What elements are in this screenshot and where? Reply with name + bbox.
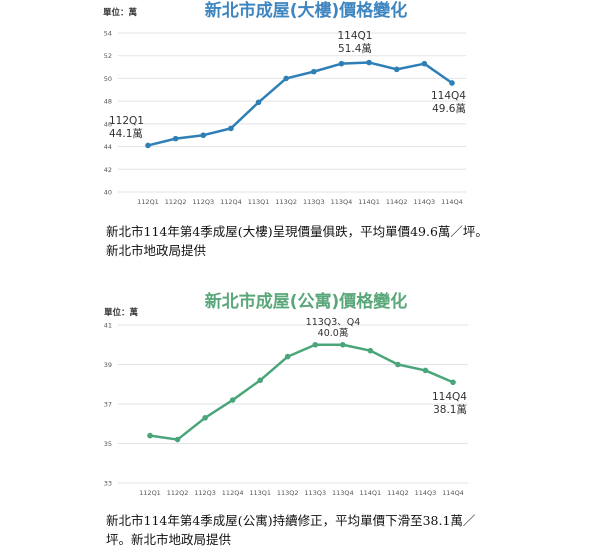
data-point [174,436,181,443]
series-line [149,343,454,441]
y-tick-label: 40 [104,189,112,197]
x-tick-label: 114Q4 [441,198,463,206]
annotation-value: 40.0萬 [318,327,349,339]
series-line [147,61,453,147]
data-point [172,135,179,142]
x-tick-label: 112Q4 [222,489,244,497]
annotation-label: 112Q1 [109,115,144,127]
unit-label: 單位：萬 [104,307,139,318]
x-tick-label: 114Q3 [415,489,437,497]
annotation-label: 114Q4 [432,391,467,403]
annotation-label: 113Q3、Q4 [306,317,361,328]
x-tick-label: 113Q3 [304,489,326,497]
x-tick-label: 112Q3 [194,489,216,497]
x-tick-label: 112Q3 [192,198,214,206]
x-tick-label: 114Q2 [386,198,408,206]
x-tick-label: 114Q2 [387,489,409,497]
caption-building: 新北市114年第4季成屋(大樓)呈現價量俱跌，平均單價49.6萬／坪。 新北市地… [106,222,496,260]
x-tick-label: 113Q2 [275,198,297,206]
annotation-value: 38.1萬 [433,403,467,416]
y-tick-label: 39 [104,361,112,369]
data-point [200,132,207,139]
data-point [395,361,401,368]
y-tick-label: 37 [104,401,112,409]
data-point [202,415,208,421]
caption-building-line1: 新北市114年第4季成屋(大樓)呈現價量俱跌，平均單價49.6萬／坪。 [106,224,488,239]
annotation-label: 114Q4 [431,90,466,102]
data-point [145,142,151,149]
chart-building: 新北市成屋(大樓)價格變化 單位：萬 40 42 44 46 48 50 52 54 112Q1 11… [0,0,612,210]
data-point [257,377,263,384]
data-point [284,353,291,360]
x-tick-label: 114Q1 [360,489,382,497]
data-point [421,60,428,67]
x-tick-label: 114Q1 [358,198,380,206]
annotation-value: 51.4萬 [338,42,372,55]
caption-apartment-line2: 坪。新北市地政局提供 [106,532,232,547]
x-tick-label: 112Q2 [165,198,187,206]
data-point [311,68,317,75]
annotation-value: 49.6萬 [432,102,466,115]
data-point [450,379,456,386]
y-tick-label: 50 [104,75,112,83]
x-tick-label: 114Q3 [414,198,436,206]
data-point [147,432,153,439]
y-tick-label: 46 [104,120,112,128]
chart-title: 新北市成屋(大樓)價格變化 [205,0,408,21]
annotation-value: 44.1萬 [109,127,143,140]
x-tick-label: 112Q1 [139,489,161,497]
caption-building-line2: 新北市地政局提供 [106,243,207,258]
data-point [312,341,319,348]
x-tick-label: 112Q4 [220,198,242,206]
data-point [283,75,289,82]
data-point [393,66,400,73]
data-point [228,125,234,132]
y-tick-label: 48 [104,98,112,106]
chart-building-plot: 新北市成屋(大樓)價格變化 單位：萬 40 42 44 46 48 50 52 54 112Q1 11… [103,0,466,206]
data-point [340,341,346,348]
caption-apartment-line1: 新北市114年第4季成屋(公寓)持續修正，平均單價下滑至38.1萬／ [106,513,476,528]
x-tick-label: 113Q1 [249,489,271,497]
data-point [422,367,429,374]
x-tick-label: 113Q4 [332,489,354,497]
annotation-label: 114Q1 [338,30,373,42]
y-tick-label: 42 [104,166,112,174]
data-point [367,347,374,354]
caption-apartment: 新北市114年第4季成屋(公寓)持續修正，平均單價下滑至38.1萬／ 坪。新北市… [106,511,496,549]
y-tick-label: 52 [104,52,112,60]
data-point [338,60,345,67]
x-tick-label: 112Q2 [167,489,189,497]
data-point [449,80,455,86]
x-tick-label: 113Q3 [303,198,325,206]
y-tick-label: 54 [104,30,112,38]
y-tick-label: 44 [104,143,112,151]
data-point [366,59,372,66]
x-tick-label: 114Q4 [442,489,464,497]
data-point [229,397,236,403]
x-tick-label: 113Q1 [248,198,270,206]
y-tick-label: 41 [104,322,112,330]
chart-title: 新北市成屋(公寓)價格變化 [205,291,408,312]
unit-label: 單位：萬 [103,7,138,18]
x-tick-label: 113Q4 [331,198,353,206]
x-tick-label: 112Q1 [137,198,159,206]
y-tick-label: 33 [104,480,112,488]
chart-apartment: 新北市成屋(公寓)價格變化單位：萬 33 35 37 39 41 112Q1 112Q2 112… [0,280,612,505]
x-tick-label: 113Q2 [277,489,299,497]
data-point [255,99,262,106]
y-tick-label: 35 [104,440,112,448]
